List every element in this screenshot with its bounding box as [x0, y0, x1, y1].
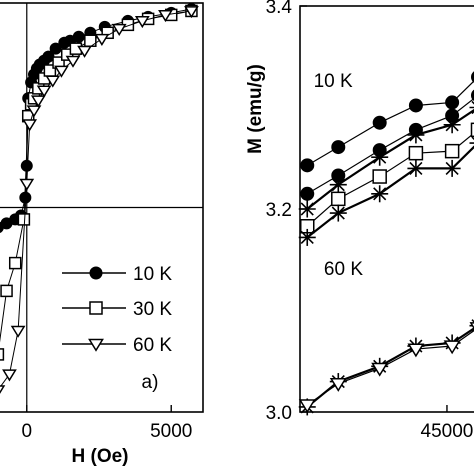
data-point — [443, 116, 461, 134]
data-point — [407, 159, 425, 177]
data-point — [329, 377, 347, 392]
data-point — [158, 10, 173, 23]
data-point — [471, 71, 474, 83]
data-point — [407, 126, 425, 144]
data-point — [300, 158, 315, 173]
series-6 — [298, 322, 474, 414]
legend-label: 30 K — [133, 299, 172, 320]
legend: 10 K 30 K 60 K — [62, 264, 172, 356]
x-axis-title: H (Oe) — [72, 446, 129, 467]
data-point — [54, 65, 69, 78]
data-point — [331, 191, 346, 207]
data-point — [17, 213, 31, 226]
series-0 — [300, 71, 474, 173]
series-3 — [299, 122, 474, 234]
data-point — [65, 55, 81, 68]
data-point — [36, 85, 52, 98]
data-point — [0, 348, 5, 361]
series-60-k — [0, 6, 199, 394]
data-point — [443, 340, 461, 355]
data-point — [22, 119, 38, 132]
data-point — [444, 143, 460, 159]
data-point — [77, 45, 92, 58]
annotation-label: 60 K — [324, 259, 363, 280]
legend-label: 10 K — [133, 264, 172, 285]
data-point — [331, 140, 346, 155]
data-point — [371, 362, 389, 377]
data-point — [0, 385, 6, 394]
data-point — [371, 185, 389, 203]
data-point — [298, 200, 316, 218]
data-point — [8, 256, 22, 270]
data-point — [443, 159, 461, 177]
data-point — [298, 399, 316, 414]
x-tick-label: 5000 — [150, 421, 192, 442]
data-point — [407, 343, 425, 358]
data-point — [184, 6, 199, 19]
data-point — [470, 122, 474, 138]
data-point — [0, 284, 13, 298]
data-point — [30, 95, 46, 108]
data-point — [329, 204, 347, 222]
data-point — [408, 98, 423, 113]
legend-marker — [89, 266, 103, 280]
annotation-label: 10 K — [314, 71, 353, 92]
series-5 — [298, 319, 474, 416]
data-point — [329, 176, 347, 194]
y-tick-label: 3.0 — [266, 403, 292, 424]
data-point — [72, 30, 85, 43]
data-point — [45, 75, 61, 88]
legend-label: 60 K — [133, 335, 172, 356]
panel-a: 0 5000 H (Oe) 10 K 30 K 60 K a) — [0, 2, 204, 467]
data-point — [372, 169, 387, 184]
data-point — [408, 145, 424, 161]
data-point — [298, 228, 316, 246]
y-tick-label: 3.2 — [266, 200, 292, 221]
data-point — [469, 322, 474, 330]
legend-marker — [88, 338, 104, 352]
data-point — [134, 15, 150, 29]
series-2 — [298, 100, 474, 218]
y-axis-title: M (emu/g) — [245, 64, 266, 154]
x-tick-label: 45000 — [421, 421, 474, 442]
x-tick-label: 0 — [21, 421, 32, 442]
y-tick-label: 3.4 — [266, 0, 293, 18]
data-point — [300, 186, 315, 201]
panel-b: 3.0 3.2 3.4 45000 M (emu/g) 10 K 60 K — [245, 0, 474, 442]
data-point — [371, 148, 389, 166]
series-line — [306, 327, 474, 408]
panel-label: a) — [142, 372, 159, 393]
data-point — [2, 369, 17, 382]
data-point — [94, 33, 110, 46]
data-point — [445, 95, 460, 110]
data-point — [111, 23, 127, 37]
data-point — [471, 89, 474, 102]
data-point — [26, 105, 42, 118]
data-point — [372, 115, 387, 130]
data-point — [19, 178, 35, 191]
data-point — [10, 325, 26, 338]
legend-marker — [89, 301, 103, 315]
